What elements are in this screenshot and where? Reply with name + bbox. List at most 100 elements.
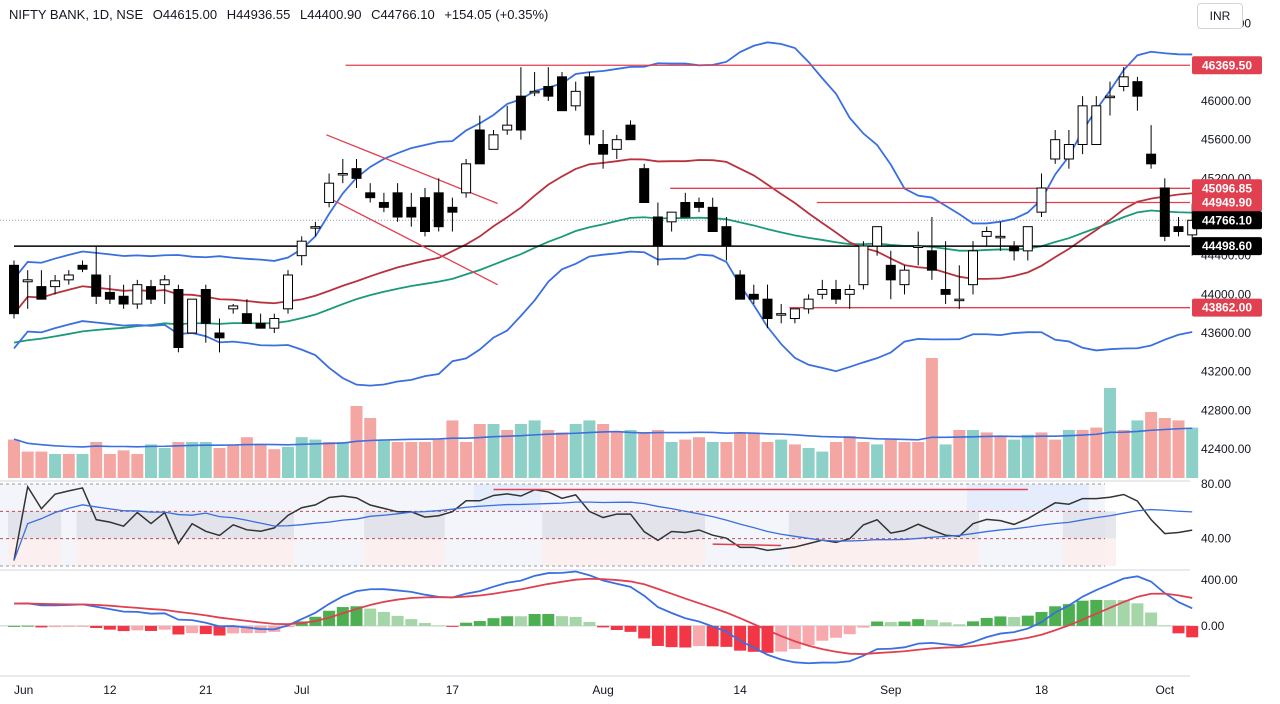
- macd-histogram-bar: [816, 625, 829, 641]
- rsi-lowzone-3: [542, 538, 705, 566]
- macd-histogram-bar: [172, 625, 185, 635]
- price-tick-label: 43600.00: [1201, 326, 1251, 340]
- candle-body: [420, 197, 430, 233]
- volume-bar: [240, 437, 253, 478]
- date-tick-label: 18: [1035, 683, 1049, 697]
- candle-body: [241, 313, 252, 324]
- volume-bar: [610, 432, 623, 478]
- candle-body: [22, 279, 33, 283]
- volume-bar: [1117, 430, 1130, 478]
- candle-body: [1022, 226, 1033, 252]
- candle-body: [310, 226, 321, 229]
- volume-bar: [665, 442, 678, 478]
- volume-bar: [843, 436, 856, 478]
- high-value: H44936.55: [226, 7, 291, 22]
- volume-bar: [186, 442, 199, 478]
- volume-bar: [1186, 427, 1199, 478]
- volume-bar: [816, 451, 829, 478]
- volume-bar: [501, 430, 514, 478]
- volume-bar: [282, 446, 294, 478]
- macd-histogram-bar: [1076, 600, 1089, 626]
- date-tick-label: 12: [103, 683, 117, 697]
- macd-histogram-bar: [542, 613, 555, 626]
- volume-bar: [802, 448, 815, 478]
- candle-body: [885, 264, 896, 281]
- candle-body: [1063, 144, 1074, 160]
- macd-histogram-bar: [651, 625, 664, 646]
- candle-body: [666, 211, 677, 223]
- volume-bar: [857, 442, 870, 478]
- candle-body: [104, 291, 115, 300]
- macd-histogram-bar: [1021, 615, 1034, 626]
- volume-bar: [761, 442, 774, 478]
- price-tick-label: 42800.00: [1201, 403, 1251, 417]
- macd-histogram-bar: [967, 621, 979, 626]
- date-tick-label: 17: [446, 683, 460, 697]
- candle-body: [159, 279, 170, 286]
- volume-bar: [884, 439, 897, 478]
- volume-bar: [720, 442, 733, 478]
- rsi-tick-label: 40.00: [1201, 532, 1231, 546]
- rsi-lowzone-4: [788, 538, 979, 566]
- candle-body: [392, 192, 403, 218]
- volume-bar: [980, 432, 993, 478]
- volume-bar: [103, 454, 116, 478]
- macd-histogram-bar: [35, 625, 48, 628]
- volume-bar: [898, 442, 911, 478]
- candle-body: [296, 240, 307, 257]
- macd-histogram-bar: [405, 619, 418, 626]
- rsi-lowzone-5: [1062, 538, 1116, 566]
- candle-body: [269, 318, 280, 329]
- price-tick-label: 46000.00: [1201, 94, 1251, 108]
- date-tick-label: Aug: [592, 683, 613, 697]
- macd-histogram-bar: [1117, 600, 1130, 626]
- candle-body: [118, 295, 129, 305]
- volume-bar: [131, 454, 144, 478]
- macd-histogram-bar: [1172, 625, 1185, 634]
- candle-body: [858, 245, 869, 286]
- volume-bar: [254, 444, 267, 478]
- volume-bar: [21, 451, 34, 478]
- candle-body: [817, 289, 828, 295]
- macd-histogram-bar: [720, 625, 733, 647]
- volume-bar: [268, 449, 281, 478]
- macd-histogram-bar: [487, 618, 500, 626]
- candle-body: [721, 226, 732, 247]
- close-value: C44766.10: [371, 7, 435, 22]
- macd-histogram-bar: [377, 611, 390, 626]
- volume-bar: [747, 432, 760, 478]
- price-tag-label: 45096.85: [1202, 181, 1252, 195]
- macd-histogram-bar: [391, 615, 404, 626]
- currency-button[interactable]: INR: [1197, 3, 1243, 29]
- macd-histogram-bar: [240, 625, 253, 634]
- candle-body: [187, 298, 198, 334]
- volume-bar: [391, 442, 404, 478]
- macd-histogram-bar: [8, 625, 20, 627]
- volume-bar: [117, 450, 130, 478]
- macd-histogram-bar: [473, 621, 486, 626]
- volume-bar: [35, 451, 48, 478]
- candle-body: [502, 124, 513, 131]
- macd-histogram-bar: [419, 622, 431, 626]
- macd-histogram-bar: [857, 625, 870, 628]
- candle-body: [1132, 81, 1143, 97]
- candle-body: [529, 90, 540, 94]
- macd-histogram-bar: [528, 613, 541, 626]
- volume-bar: [199, 442, 212, 478]
- candle-body: [63, 274, 74, 281]
- volume-bar: [1172, 420, 1185, 478]
- candle-body: [50, 280, 61, 288]
- rsi-trendline: [712, 543, 782, 547]
- candle-body: [1050, 139, 1061, 160]
- price-tick-label: 44000.00: [1201, 287, 1251, 301]
- candle-body: [77, 264, 88, 270]
- macd-line: [13, 570, 1193, 665]
- macd-histogram-bar: [21, 625, 34, 627]
- candle-body: [1159, 187, 1170, 237]
- date-tick-label: 14: [733, 683, 747, 697]
- volume-bar: [706, 442, 719, 478]
- bollinger-lower-line: [13, 250, 1193, 387]
- candle-body: [515, 95, 526, 131]
- macd-histogram-bar: [761, 625, 774, 653]
